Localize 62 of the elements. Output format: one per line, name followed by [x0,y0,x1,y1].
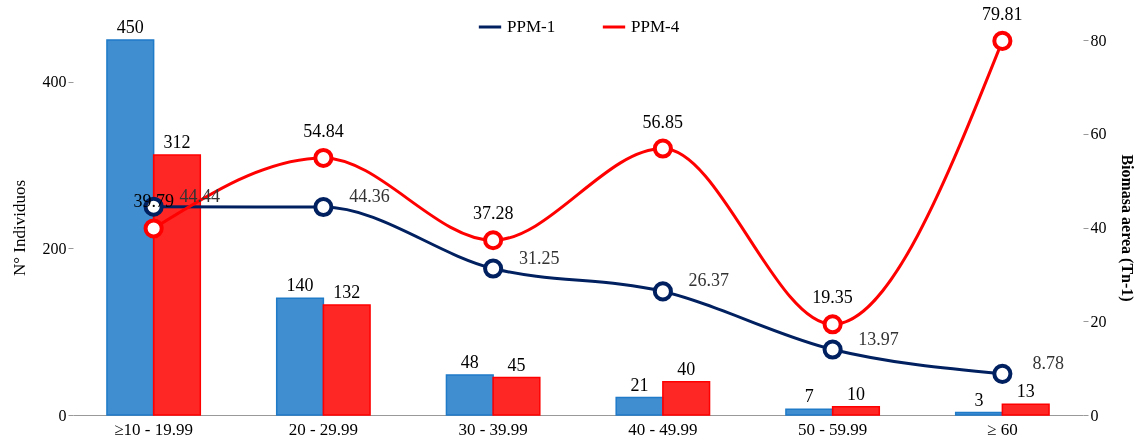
bar [831,405,881,416]
y2-tick-label: 40 [1090,219,1107,236]
y2-tick-label: 60 [1090,125,1107,143]
point [652,138,673,159]
data-label: 39.79 [133,191,174,212]
data-label: 13.97 [858,328,899,349]
legend-label: PPM-4 [631,17,680,36]
legend-label: PPM-1 [507,17,556,36]
y2-axis-title: Biomasa aerea (Tn-1) [1117,154,1136,302]
point [483,258,504,279]
bar [954,411,1004,416]
x-tick-label: ≥10 - 19.99 [114,419,194,439]
data-label: 13 [1016,381,1035,402]
y-axis-title: N° Individuos [9,179,29,277]
y2-tick-label: 80 [1090,31,1107,49]
data-label: 26.37 [688,270,730,291]
data-label: 450 [116,17,144,37]
data-label: 31.25 [518,247,560,268]
point [822,339,843,360]
data-label: 56.85 [642,111,684,132]
x-tick-label: 40 - 49.99 [628,419,698,439]
bar [275,297,325,416]
data-label: 140 [286,275,314,296]
data-label: 3 [974,389,984,410]
y-tick-label: 200 [42,239,67,257]
x-tick-label: 50 - 59.99 [797,419,868,439]
point [313,147,334,168]
data-label: 7 [804,386,814,407]
data-label: 79.81 [982,3,1023,24]
data-label: 21 [630,374,649,395]
data-label: 8.78 [1032,352,1065,373]
bar [785,408,834,416]
data-label: 48 [460,352,479,372]
data-label: 45 [507,354,526,375]
bar [492,376,541,416]
data-label: 19.35 [812,287,853,308]
y-tick-label: 0 [58,406,67,424]
data-label: 40 [677,358,696,379]
point [483,230,504,251]
x-tick-label: 30 - 39.99 [458,419,528,439]
x-tick-label: ≥ 60 [987,419,1018,439]
bar [1001,403,1050,416]
data-label: 132 [333,282,361,302]
y2-tick-label: 20 [1090,312,1107,330]
point [143,218,164,239]
bar [662,380,711,416]
bar [615,396,664,416]
y2-tick-label: 0 [1090,406,1099,424]
point [992,30,1013,51]
data-label: 54.84 [303,120,344,141]
y-tick-label: 400 [42,73,67,91]
point [652,281,673,302]
data-label: 37.28 [472,203,514,224]
data-label: 312 [163,132,191,152]
data-label: 10 [846,383,865,404]
data-label: 44.36 [349,186,390,207]
point [992,363,1013,384]
bar [445,374,494,416]
x-tick-label: 20 - 29.99 [288,419,359,439]
point [822,314,843,335]
bar [322,304,371,416]
point [313,197,334,218]
